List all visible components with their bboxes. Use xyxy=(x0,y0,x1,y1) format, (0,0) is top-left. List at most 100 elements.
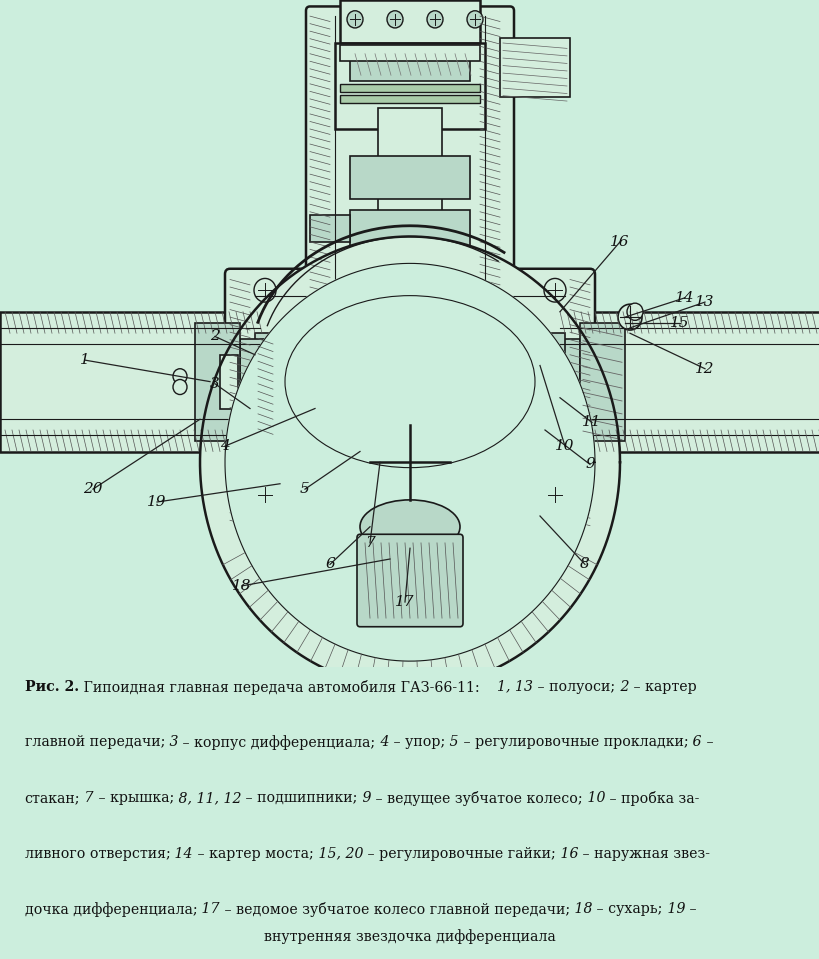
Text: 6: 6 xyxy=(324,557,334,572)
Text: –: – xyxy=(701,736,713,749)
Text: – подшипники;: – подшипники; xyxy=(241,791,357,805)
FancyBboxPatch shape xyxy=(340,83,479,92)
Circle shape xyxy=(515,292,543,321)
Text: 18: 18 xyxy=(232,579,251,593)
Text: 17: 17 xyxy=(395,595,414,609)
FancyBboxPatch shape xyxy=(224,269,595,526)
Circle shape xyxy=(618,304,641,330)
FancyBboxPatch shape xyxy=(240,339,269,425)
Text: 7: 7 xyxy=(364,536,374,550)
Text: дочка дифференциала;: дочка дифференциала; xyxy=(25,902,197,917)
Text: 13: 13 xyxy=(695,295,714,309)
FancyBboxPatch shape xyxy=(545,334,564,430)
Text: 8: 8 xyxy=(579,557,589,572)
Text: 10: 10 xyxy=(582,791,604,805)
Text: 6: 6 xyxy=(688,736,701,749)
FancyBboxPatch shape xyxy=(350,48,469,81)
FancyBboxPatch shape xyxy=(305,7,514,316)
Polygon shape xyxy=(200,237,619,688)
Text: 1, 13: 1, 13 xyxy=(497,680,533,693)
Text: 11: 11 xyxy=(581,415,601,430)
Text: 7: 7 xyxy=(80,791,93,805)
Ellipse shape xyxy=(285,295,534,468)
Text: стакан;: стакан; xyxy=(25,791,80,805)
Text: 3: 3 xyxy=(165,736,179,749)
FancyBboxPatch shape xyxy=(500,37,569,97)
Text: 12: 12 xyxy=(695,362,714,376)
Text: 1: 1 xyxy=(80,353,90,367)
Text: 9: 9 xyxy=(357,791,371,805)
Text: 19: 19 xyxy=(147,495,166,509)
Text: 18: 18 xyxy=(569,902,591,916)
Text: 3: 3 xyxy=(210,377,219,390)
FancyBboxPatch shape xyxy=(310,215,350,242)
Text: ливного отверстия;: ливного отверстия; xyxy=(25,847,170,860)
Text: – упор;: – упор; xyxy=(389,736,445,749)
Text: – картер: – картер xyxy=(628,680,696,693)
Circle shape xyxy=(173,368,187,384)
Text: внутренняя звездочка дифференциала: внутренняя звездочка дифференциала xyxy=(264,929,555,944)
Polygon shape xyxy=(224,264,595,661)
FancyBboxPatch shape xyxy=(579,322,624,441)
Text: –: – xyxy=(685,902,696,916)
FancyBboxPatch shape xyxy=(518,301,541,314)
Circle shape xyxy=(543,482,565,506)
FancyBboxPatch shape xyxy=(340,0,479,43)
Text: – ведомое зубчатое колесо главной передачи;: – ведомое зубчатое колесо главной переда… xyxy=(219,902,569,917)
Text: 5: 5 xyxy=(300,482,310,496)
FancyBboxPatch shape xyxy=(378,107,441,306)
Ellipse shape xyxy=(360,500,459,553)
Polygon shape xyxy=(248,409,571,505)
Text: – крышка;: – крышка; xyxy=(93,791,174,805)
Text: 8, 11, 12: 8, 11, 12 xyxy=(174,791,241,805)
FancyBboxPatch shape xyxy=(255,334,274,430)
Text: – ведущее зубчатое колесо;: – ведущее зубчатое колесо; xyxy=(371,791,582,806)
FancyBboxPatch shape xyxy=(340,95,479,104)
Text: – пробка за-: – пробка за- xyxy=(604,791,699,806)
Text: – регулировочные прокладки;: – регулировочные прокладки; xyxy=(459,736,688,749)
Text: – корпус дифференциала;: – корпус дифференциала; xyxy=(179,736,375,750)
Circle shape xyxy=(543,278,565,302)
Text: – регулировочные гайки;: – регулировочные гайки; xyxy=(363,847,555,860)
Text: 16: 16 xyxy=(555,847,577,860)
Text: – картер моста;: – картер моста; xyxy=(192,847,313,860)
FancyBboxPatch shape xyxy=(195,322,240,441)
Text: Гипоидная главная передача автомобиля ГАЗ-66-11:: Гипоидная главная передача автомобиля ГА… xyxy=(79,680,497,694)
Text: 5: 5 xyxy=(445,736,459,749)
FancyBboxPatch shape xyxy=(340,45,479,61)
Text: 14: 14 xyxy=(674,291,694,305)
Circle shape xyxy=(254,482,276,506)
FancyBboxPatch shape xyxy=(335,43,484,129)
Text: 9: 9 xyxy=(585,457,594,472)
Text: – полуоси;: – полуоси; xyxy=(533,680,615,693)
Text: 16: 16 xyxy=(609,235,629,249)
Text: главной передачи;: главной передачи; xyxy=(25,736,165,749)
Circle shape xyxy=(254,278,276,302)
Circle shape xyxy=(467,11,482,28)
FancyBboxPatch shape xyxy=(0,312,260,452)
Ellipse shape xyxy=(260,274,559,489)
FancyBboxPatch shape xyxy=(550,339,579,425)
Text: 15: 15 xyxy=(669,316,689,330)
Text: 4: 4 xyxy=(375,736,389,749)
Circle shape xyxy=(346,11,363,28)
Text: Рис. 2.: Рис. 2. xyxy=(25,680,79,693)
FancyBboxPatch shape xyxy=(219,355,238,409)
Circle shape xyxy=(627,303,642,320)
FancyBboxPatch shape xyxy=(369,252,450,317)
Text: 19: 19 xyxy=(662,902,685,916)
Text: 2: 2 xyxy=(615,680,628,693)
Text: 4: 4 xyxy=(219,439,229,454)
Text: 2: 2 xyxy=(210,330,219,343)
Text: – наружная звез-: – наружная звез- xyxy=(577,847,709,860)
Text: – сухарь;: – сухарь; xyxy=(591,902,662,916)
Text: 17: 17 xyxy=(197,902,219,916)
Circle shape xyxy=(387,11,402,28)
FancyBboxPatch shape xyxy=(350,210,469,252)
Circle shape xyxy=(173,380,187,394)
Text: 10: 10 xyxy=(554,439,574,454)
Text: 15, 20: 15, 20 xyxy=(313,847,363,860)
Circle shape xyxy=(427,11,442,28)
FancyBboxPatch shape xyxy=(356,534,463,627)
Text: 14: 14 xyxy=(170,847,192,860)
